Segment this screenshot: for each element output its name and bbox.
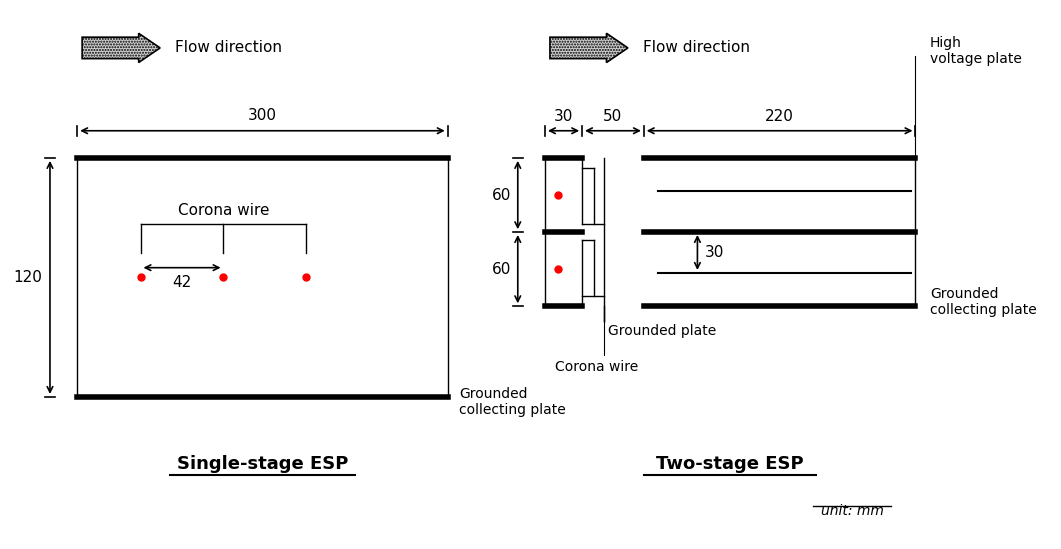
Text: Grounded plate: Grounded plate	[608, 324, 716, 338]
Text: High
voltage plate: High voltage plate	[930, 36, 1022, 66]
Text: 30: 30	[554, 109, 573, 124]
FancyArrow shape	[82, 33, 160, 63]
Text: Flow direction: Flow direction	[175, 41, 282, 55]
Text: 30: 30	[706, 245, 725, 260]
Text: 60: 60	[491, 188, 511, 203]
Text: Single-stage ESP: Single-stage ESP	[177, 455, 348, 473]
Text: 50: 50	[604, 109, 623, 124]
Text: Grounded
collecting plate: Grounded collecting plate	[930, 287, 1037, 317]
Text: 120: 120	[14, 270, 42, 285]
Text: Grounded
collecting plate: Grounded collecting plate	[459, 387, 567, 417]
Text: 300: 300	[248, 108, 277, 123]
Text: Flow direction: Flow direction	[643, 41, 749, 55]
FancyArrow shape	[550, 33, 628, 63]
Text: Corona wire: Corona wire	[555, 360, 638, 374]
Text: 220: 220	[765, 109, 794, 124]
Text: 42: 42	[172, 276, 192, 290]
Text: 60: 60	[491, 262, 511, 277]
Text: Two-stage ESP: Two-stage ESP	[657, 455, 804, 473]
Text: unit: mm: unit: mm	[820, 504, 884, 518]
Text: Corona wire: Corona wire	[177, 203, 269, 218]
